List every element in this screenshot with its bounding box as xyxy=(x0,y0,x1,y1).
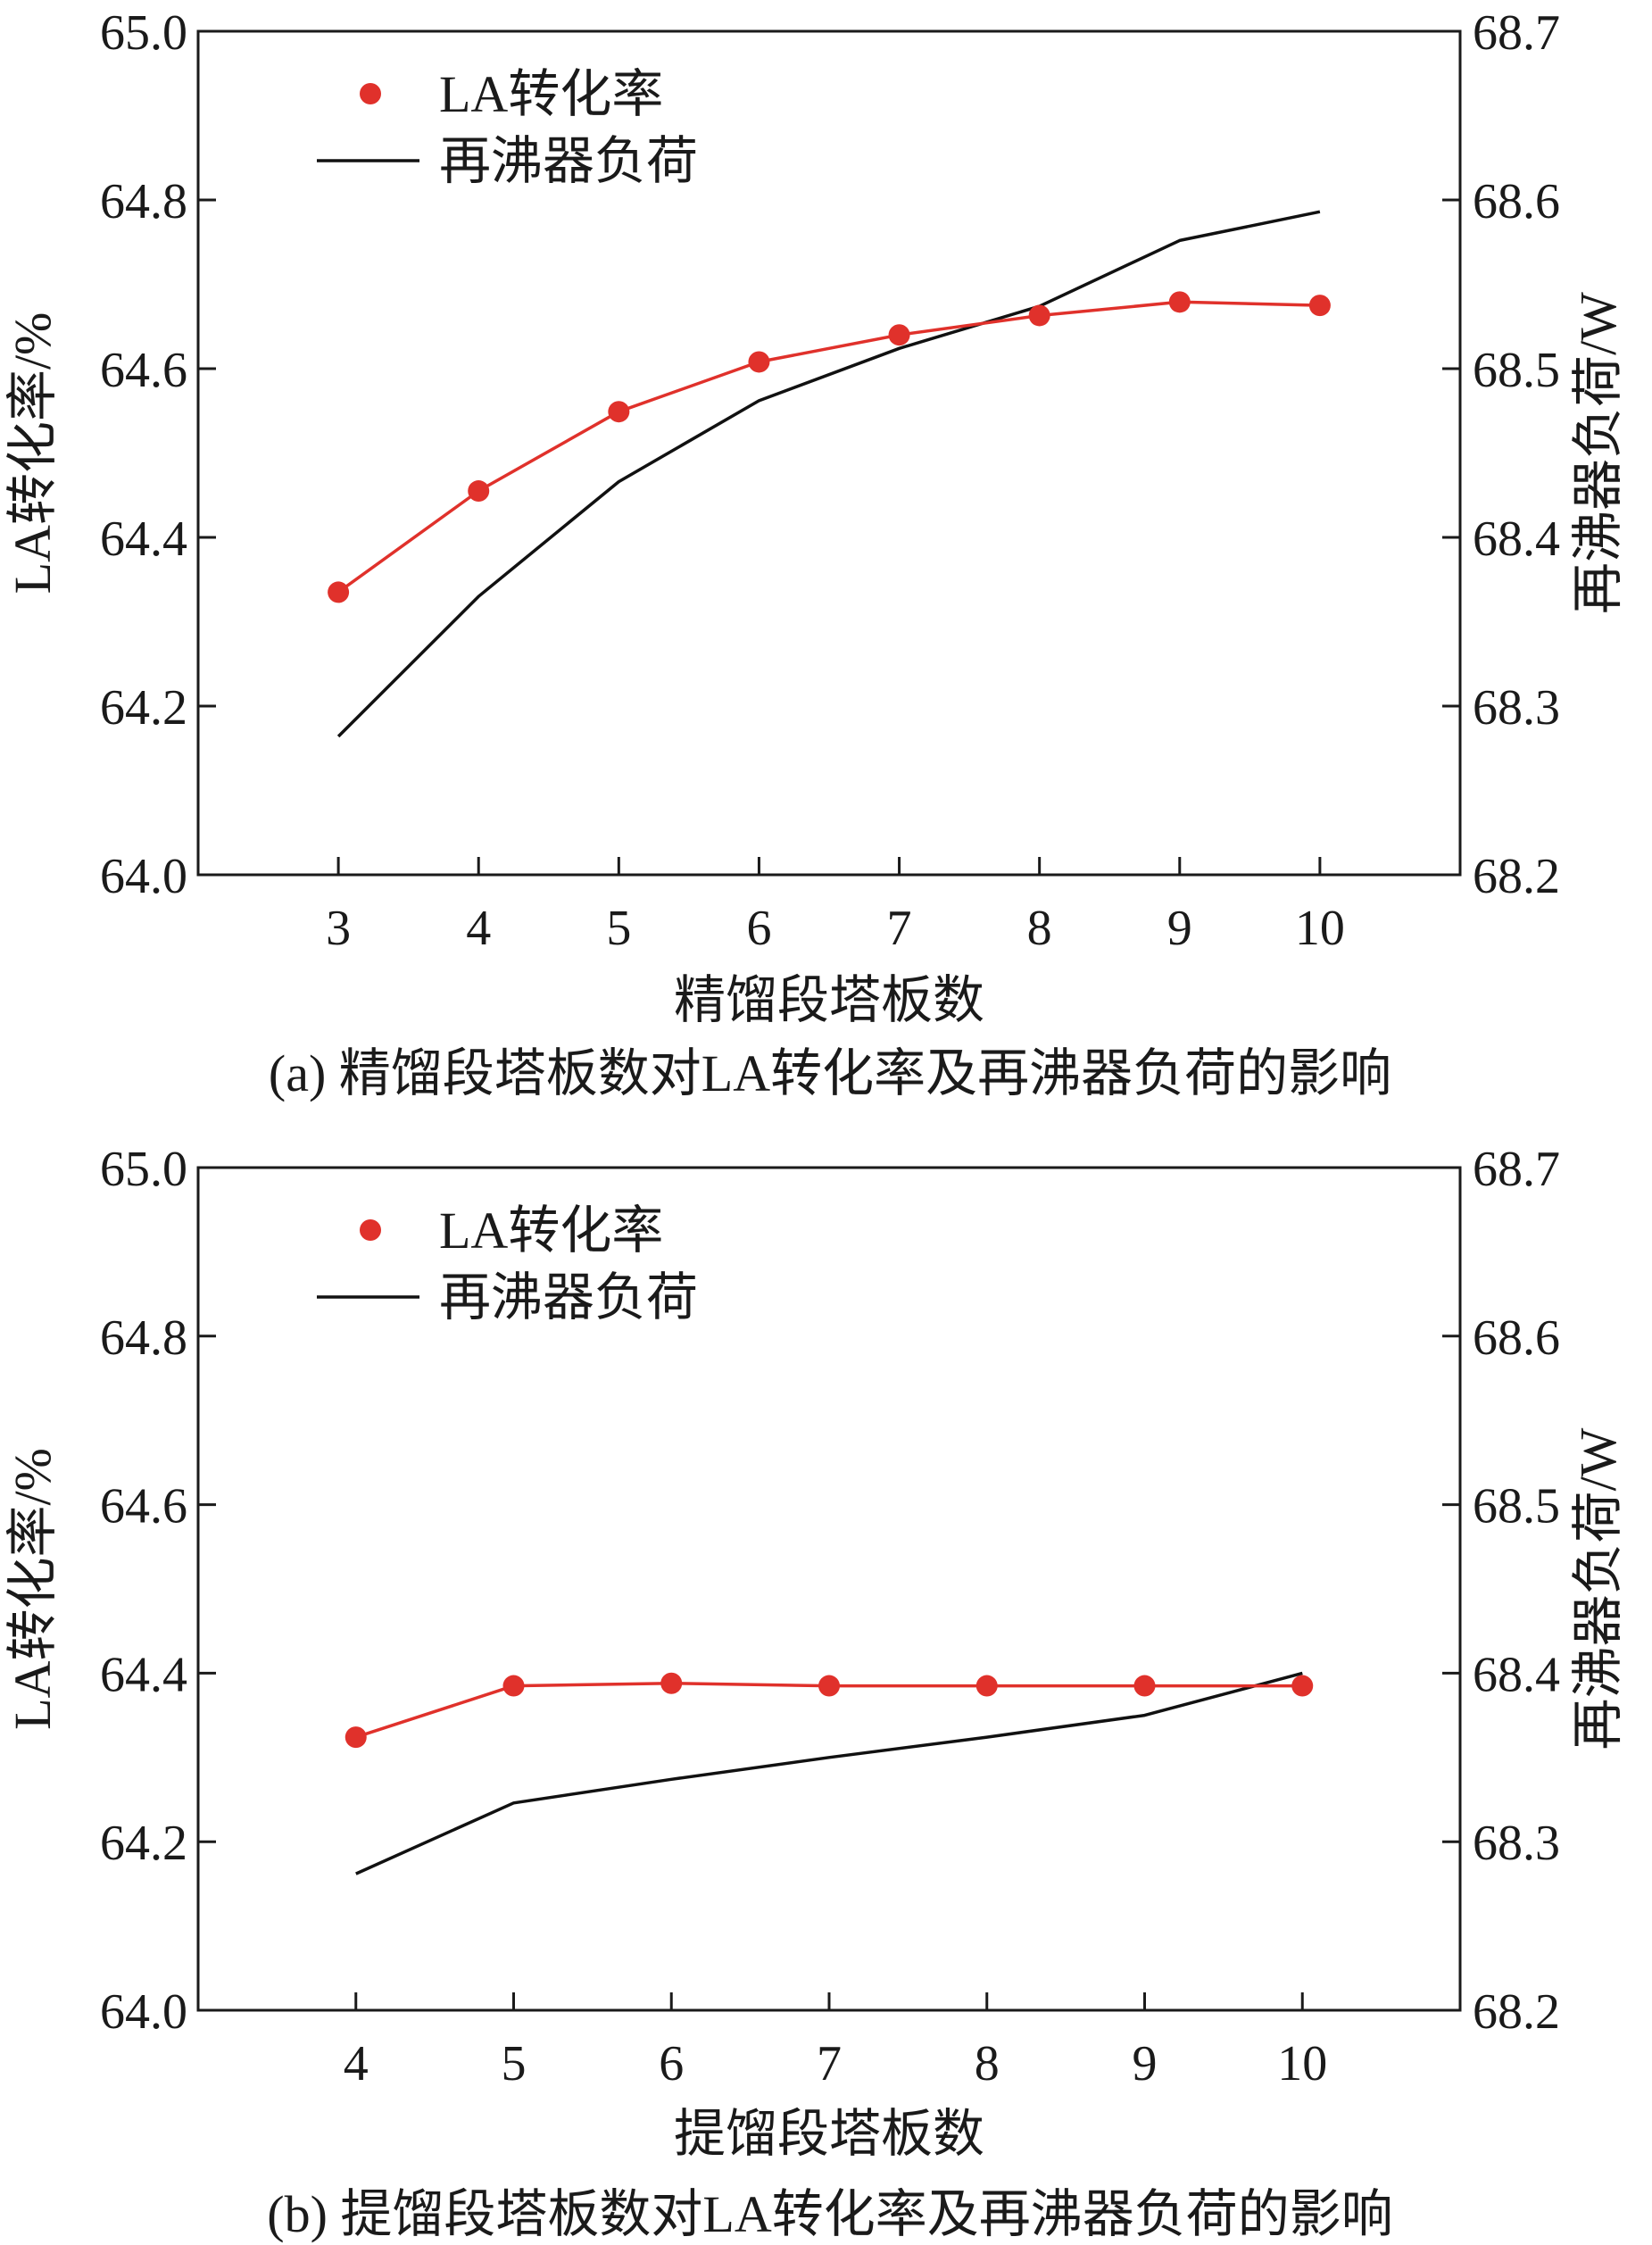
panel-a-xtick-label: 10 xyxy=(1295,901,1345,956)
panel-a-ytick-label: 64.8 xyxy=(100,174,187,229)
panel-b-ytick-label: 64.0 xyxy=(100,1984,187,2040)
panel-a-legend-conversion-label: LA转化率 xyxy=(439,65,663,123)
panel-b-ytick-label: 64.8 xyxy=(100,1310,187,1366)
panel-a-y2tick-label: 68.2 xyxy=(1473,849,1560,904)
panel-b-y2tick-label: 68.4 xyxy=(1473,1647,1560,1702)
panel-a-y2tick-label: 68.6 xyxy=(1473,174,1560,229)
panel-a-y-axis-title: LA转化率/% xyxy=(4,312,62,595)
panel-b-conversion-point xyxy=(660,1672,683,1694)
panel-b-legend-conversion-marker xyxy=(360,1219,381,1241)
panel-a-conversion-point xyxy=(888,324,910,346)
panel-a-conversion-point xyxy=(328,581,350,603)
panel-b-conversion-point xyxy=(1133,1675,1156,1697)
panel-a-y2tick-label: 68.3 xyxy=(1473,680,1560,736)
panel-a-ytick-label: 64.4 xyxy=(100,511,187,567)
panel-b-xtick-label: 9 xyxy=(1133,2036,1158,2091)
panel-b-conversion-point xyxy=(975,1675,998,1697)
panel-b-y2tick-label: 68.3 xyxy=(1473,1816,1560,1871)
panel-a-y2-axis-title: 再沸器负荷/W xyxy=(1569,292,1627,614)
panel-a-xtick-label: 7 xyxy=(887,901,912,956)
panel-b-y2tick-label: 68.2 xyxy=(1473,1984,1560,2040)
panel-b-conversion-point xyxy=(818,1675,840,1697)
panel-a-conversion-point xyxy=(468,480,490,503)
panel-a-conversion-point xyxy=(748,351,770,373)
panel-a-conversion-point xyxy=(1308,295,1331,317)
panel-a-ytick-label: 64.0 xyxy=(100,849,187,904)
panel-b-conversion-point xyxy=(345,1726,367,1749)
panel-a-series-conversion-line xyxy=(337,300,1320,594)
panel-a-xtick-label: 3 xyxy=(326,901,351,956)
panel-a-conversion-point xyxy=(1028,304,1050,327)
panel-b-xtick-label: 10 xyxy=(1277,2036,1327,2091)
panel-a-ytick-label: 64.2 xyxy=(100,680,187,736)
panel-a-conversion-point xyxy=(608,401,630,423)
panel-a-series-reboiler-line xyxy=(336,210,1321,738)
panel-b-plot-frame xyxy=(196,1166,1462,2012)
panel-a-x-axis-title: 精馏段塔板数 xyxy=(674,971,984,1029)
panel-a-xtick-label: 6 xyxy=(746,901,771,956)
panel-a-xtick-label: 5 xyxy=(606,901,631,956)
panel-a-legend-conversion-marker xyxy=(360,83,381,104)
panel-b-chart: 64.0 64.2 64.4 64.6 64.8 65.0 68.2 68.3 68.4 68.5… xyxy=(4,1142,1627,2243)
panel-b-xtick-label: 4 xyxy=(344,2036,369,2091)
panel-b-ytick-label: 65.0 xyxy=(100,1142,187,1197)
panel-b-series-reboiler-line xyxy=(355,1671,1303,1875)
panel-b-ytick-label: 64.6 xyxy=(100,1479,187,1534)
panel-b-caption: (b) 提馏段塔板数对LA转化率及再沸器负荷的影响 xyxy=(267,2185,1392,2243)
panel-b-y2tick-label: 68.6 xyxy=(1473,1310,1560,1366)
panel-b-y2tick-label: 68.7 xyxy=(1473,1142,1560,1197)
panel-a-y2tick-label: 68.4 xyxy=(1473,511,1560,567)
panel-a-ytick-label: 64.6 xyxy=(100,343,187,398)
panel-a-conversion-point xyxy=(1168,291,1191,313)
panel-b-legend-reboiler-label: 再沸器负荷 xyxy=(439,1268,698,1326)
panel-a-y2tick-label: 68.5 xyxy=(1473,343,1560,398)
panel-b-conversion-point xyxy=(502,1675,525,1697)
panel-b-y2-axis-title: 再沸器负荷/W xyxy=(1569,1427,1627,1750)
panel-b-ytick-label: 64.2 xyxy=(100,1816,187,1871)
panel-b-xtick-label: 6 xyxy=(659,2036,684,2091)
panel-b-conversion-point xyxy=(1291,1675,1314,1697)
panel-b-y-axis-title: LA转化率/% xyxy=(4,1448,62,1730)
panel-b-ytick-label: 64.4 xyxy=(100,1647,187,1702)
panel-a-y2tick-label: 68.7 xyxy=(1473,5,1560,61)
panel-a-xtick-label: 8 xyxy=(1027,901,1052,956)
panel-a-legend-reboiler-label: 再沸器负荷 xyxy=(439,132,698,190)
panel-b-y2tick-label: 68.5 xyxy=(1473,1479,1560,1534)
panel-b-xtick-label: 7 xyxy=(817,2036,842,2091)
panel-a-chart: 64.0 64.2 64.4 64.6 64.8 65.0 68.2 68.3 68.4 68.5… xyxy=(4,5,1627,1102)
panel-b-xtick-label: 8 xyxy=(975,2036,1000,2091)
panel-a-ytick-label: 65.0 xyxy=(100,5,187,61)
panel-b-legend-conversion-label: LA转化率 xyxy=(439,1201,663,1260)
panel-a-plot-frame xyxy=(196,29,1462,877)
panel-a-caption: (a) 精馏段塔板数对LA转化率及再沸器负荷的影响 xyxy=(269,1044,1391,1102)
panel-a-xtick-label: 9 xyxy=(1167,901,1192,956)
panel-b-xtick-label: 5 xyxy=(502,2036,527,2091)
panel-a-xtick-label: 4 xyxy=(466,901,491,956)
panel-b-x-axis-title: 提馏段塔板数 xyxy=(674,2105,984,2163)
